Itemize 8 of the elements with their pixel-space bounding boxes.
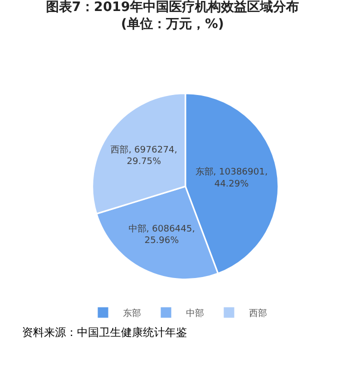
legend-label: 西部 [249,308,267,320]
legend-label: 东部 [123,308,141,320]
data-label: 西部, 6976274, 29.75% [110,144,178,168]
chart-title: 图表7：2019年中国医疗机构效益区域分布 (单位：万元，%) [46,0,300,32]
data-label: 东部, 10386901, 44.29% [195,166,268,190]
legend-label: 中部 [186,308,204,320]
data-label: 中部, 6086445, 25.96% [128,223,195,246]
text: 资料来源：中国卫生健康统计年鉴 [22,326,187,339]
